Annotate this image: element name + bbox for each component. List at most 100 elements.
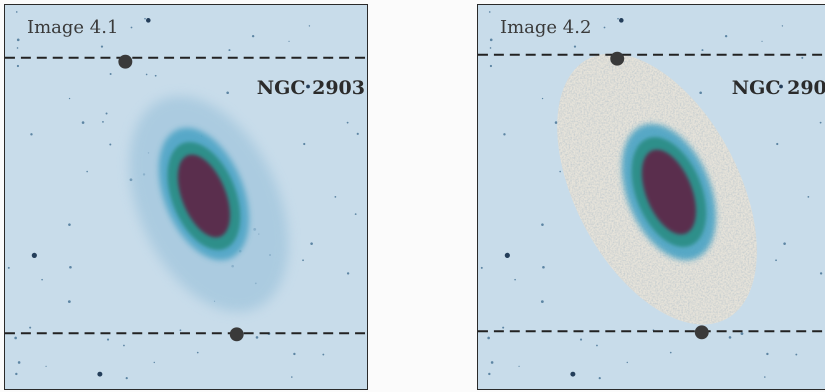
star-dot xyxy=(728,336,732,339)
star-dot xyxy=(109,143,112,146)
star-dot xyxy=(308,25,311,27)
star-dot xyxy=(573,45,577,48)
top-marker xyxy=(118,54,133,69)
star-dot xyxy=(541,97,544,100)
star-dot xyxy=(45,365,47,367)
star-dot xyxy=(31,252,37,258)
star-dot xyxy=(196,351,199,354)
star-dot xyxy=(795,353,798,356)
star-dot xyxy=(179,329,182,332)
star-dot xyxy=(488,11,491,13)
star-dot xyxy=(596,344,598,347)
star-dot xyxy=(356,132,359,135)
star-dot xyxy=(554,121,558,124)
star-dot xyxy=(626,361,628,364)
bottom-marker xyxy=(694,325,709,340)
star-dot xyxy=(701,49,704,52)
star-dot xyxy=(490,361,494,364)
star-dot xyxy=(598,377,601,380)
star-dot xyxy=(504,252,510,258)
star-dot xyxy=(105,112,108,115)
star-dot xyxy=(106,338,110,341)
star-dot xyxy=(801,56,804,59)
star-dot xyxy=(354,213,357,216)
star-dot xyxy=(489,64,493,68)
star-dot xyxy=(540,300,544,304)
star-dot xyxy=(346,121,349,124)
star-dot xyxy=(783,242,786,245)
star-dot xyxy=(14,336,17,340)
star-dot xyxy=(41,278,43,281)
star-dot xyxy=(489,38,493,42)
star-dot xyxy=(109,73,112,76)
star-dot xyxy=(779,84,783,89)
star-dot xyxy=(146,18,151,23)
star-dot xyxy=(302,259,304,262)
star-dot xyxy=(130,26,133,29)
star-dot xyxy=(764,376,766,378)
star-dot xyxy=(334,196,337,198)
star-dot xyxy=(518,365,520,367)
star-dot xyxy=(81,121,85,124)
star-dot xyxy=(542,265,545,269)
star-dot xyxy=(125,377,128,380)
star-dot xyxy=(669,351,672,354)
star-dot xyxy=(489,47,492,49)
star-dot xyxy=(740,332,744,335)
star-dot xyxy=(819,272,823,275)
galaxy-core xyxy=(641,149,696,235)
star-dot xyxy=(306,84,310,89)
star-dot xyxy=(502,326,505,329)
star-dot xyxy=(228,49,231,52)
star-dot xyxy=(781,25,784,27)
star-dot xyxy=(15,11,18,13)
star-dot xyxy=(766,352,769,356)
star-dot xyxy=(819,121,822,124)
star-dot xyxy=(776,142,779,146)
object-label: NGC 2903 xyxy=(731,77,825,99)
star-dot xyxy=(16,38,20,42)
star-dot xyxy=(154,74,157,77)
star-dot xyxy=(619,18,624,23)
star-dot xyxy=(807,196,810,198)
star-dot xyxy=(100,45,104,48)
star-dot xyxy=(67,300,71,304)
star-dot xyxy=(514,278,516,281)
image-label: Image 4.2 xyxy=(500,17,592,38)
star-dot xyxy=(579,338,583,341)
image-label: Image 4.1 xyxy=(27,17,119,38)
sky-image-1 xyxy=(5,5,367,389)
star-dot xyxy=(293,352,296,356)
star-dot xyxy=(322,353,325,356)
star-dot xyxy=(226,91,229,95)
star-dot xyxy=(144,17,146,20)
star-dot xyxy=(68,223,71,226)
star-dot xyxy=(16,47,19,49)
star-dot xyxy=(7,266,10,269)
star-dot xyxy=(699,91,702,95)
star-dot xyxy=(97,371,103,377)
star-dot xyxy=(603,26,606,29)
star-dot xyxy=(617,17,619,20)
star-dot xyxy=(69,265,72,269)
star-dot xyxy=(570,371,576,377)
star-dot xyxy=(16,64,20,68)
star-dot xyxy=(123,344,125,347)
star-dot xyxy=(487,336,490,340)
star-dot xyxy=(559,170,561,173)
sky-image-2 xyxy=(478,5,825,389)
star-dot xyxy=(288,40,290,42)
star-dot xyxy=(102,120,104,123)
star-dot xyxy=(480,266,483,269)
star-dot xyxy=(346,272,350,275)
star-dot xyxy=(761,40,763,42)
star-dot xyxy=(30,133,33,136)
star-dot xyxy=(68,97,71,100)
star-dot xyxy=(724,34,728,38)
star-dot xyxy=(291,376,293,378)
star-dot xyxy=(29,326,32,329)
star-dot xyxy=(153,361,155,364)
image-panel-1: Image 4.1 NGC 2903 xyxy=(4,4,368,390)
star-dot xyxy=(17,361,21,364)
